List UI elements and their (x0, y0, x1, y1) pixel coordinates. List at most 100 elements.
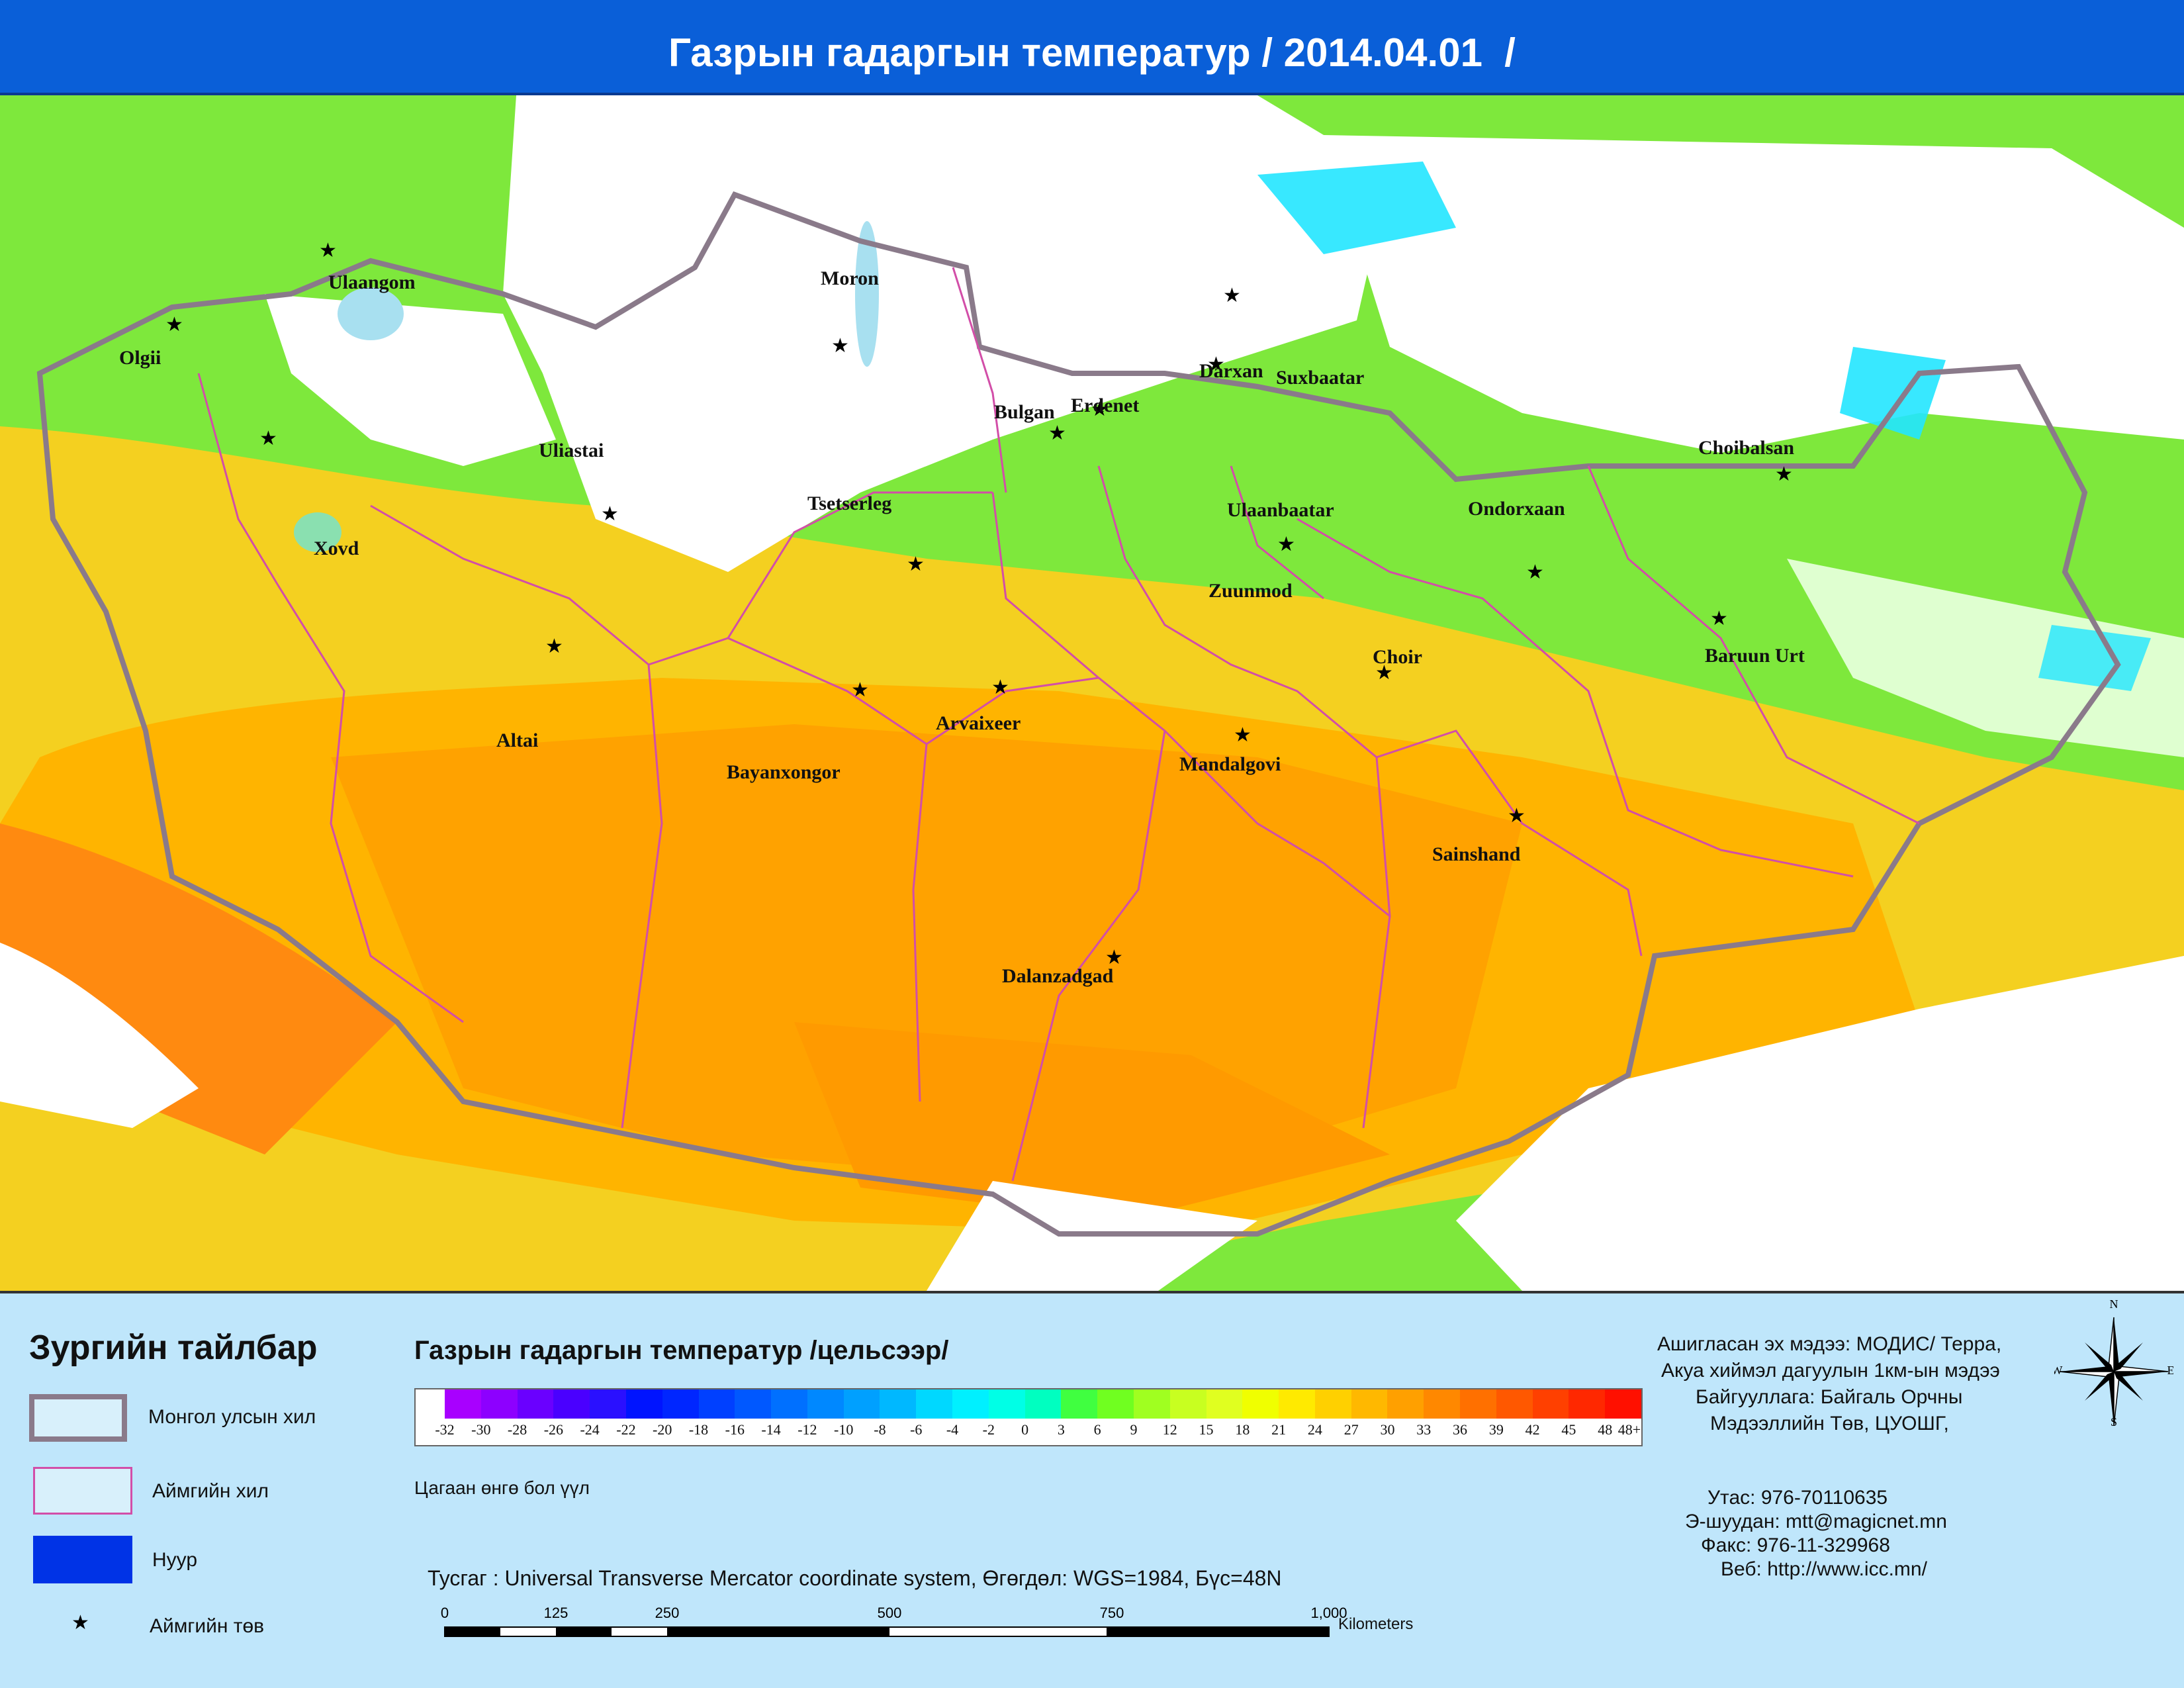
aimag-center-star-icon: ★ (1375, 662, 1393, 684)
colorbar-swatch (1169, 1389, 1207, 1419)
city-label: Sainshand (1432, 843, 1521, 865)
aimag-center-star-icon: ★ (319, 240, 337, 261)
colorbar-title: Газрын гадаргын температур /цельсээр/ (414, 1336, 949, 1365)
colorbar-swatch (1532, 1389, 1569, 1419)
city-label: Bayanxongor (727, 761, 841, 783)
colorbar-white-swatch (416, 1389, 445, 1419)
star-icon: ★ (71, 1612, 89, 1634)
colorbar-swatch (590, 1389, 627, 1419)
scale-label: 1,000 (1310, 1605, 1347, 1621)
map-raster (0, 95, 2184, 1291)
aimag-center-star-icon: ★ (259, 428, 277, 449)
source-line-2: Акуа хиймэл дагуулын 1км-ын мэдээ (1661, 1360, 2000, 1382)
aimag-center-star-icon: ★ (1526, 561, 1544, 583)
colorbar: -32 -30 -28 -26 -24 -22 -20 -18 -16 -14 -12 -10 -8 -6… (414, 1388, 1643, 1446)
colorbar-tick-label: 6 (1093, 1421, 1101, 1438)
header-bar: Газрын гадаргын температур / 2014.04.01 … (0, 0, 2184, 95)
colorbar-swatch (1496, 1389, 1533, 1419)
colorbar-tick-label: 9 (1130, 1421, 1138, 1438)
colorbar-tick-label: 30 (1380, 1421, 1395, 1438)
city-label: Zuunmod (1208, 580, 1293, 602)
colorbar-swatch (1351, 1389, 1388, 1419)
colorbar-swatch (952, 1389, 989, 1419)
city-label: Darxan (1199, 360, 1263, 382)
colorbar-swatch (698, 1389, 735, 1419)
colorbar-tick-label: 12 (1162, 1421, 1177, 1438)
colorbar-swatch (1569, 1389, 1606, 1419)
colorbar-tick-label: -32 (435, 1421, 455, 1438)
city-label: Ondorxaan (1468, 498, 1565, 520)
aimag-center-star-icon: ★ (851, 679, 869, 701)
page-title: Газрын гадаргын температур / 2014.04.01 … (668, 30, 1516, 75)
colorbar-tick-label: -2 (982, 1421, 995, 1438)
legend-label-country-border: Монгол улсын хил (148, 1406, 316, 1428)
colorbar-tick-label: 3 (1057, 1421, 1065, 1438)
lake-symbol (33, 1536, 132, 1583)
aimag-center-star-icon: ★ (831, 335, 849, 357)
projection-note: Тусгаг : Universal Transverse Mercator c… (428, 1566, 1282, 1590)
city-label: Uliastai (539, 440, 604, 461)
city-label: Bulgan (994, 401, 1055, 423)
legend-panel: Зургийн тайлбар Монгол улсын хил Аймгийн… (0, 1293, 2184, 1688)
aimag-center-star-icon: ★ (991, 677, 1009, 698)
colorbar-swatch (517, 1389, 554, 1419)
colorbar-tick-label: -20 (653, 1421, 672, 1438)
scale-unit: Kilometers (1338, 1615, 1414, 1633)
country-border-symbol (29, 1394, 127, 1442)
aimag-center-star-icon: ★ (1775, 463, 1793, 485)
city-label: Choibalsan (1698, 437, 1795, 459)
colorbar-tick-label: -30 (471, 1421, 491, 1438)
phone-info: Утас: 976-70110635 (1707, 1487, 1888, 1509)
colorbar-tick-label: 24 (1307, 1421, 1322, 1438)
colorbar-swatch (1605, 1389, 1642, 1419)
colorbar-swatch (1460, 1389, 1497, 1419)
colorbar-swatch (625, 1389, 663, 1419)
colorbar-tick-label: 39 (1488, 1421, 1504, 1438)
scale-bar: 0 125 250 500 750 1,000 (441, 1605, 1347, 1637)
colorbar-swatch (445, 1389, 482, 1419)
colorbar-swatch (843, 1389, 880, 1419)
city-label: Baruun Urt (1705, 645, 1805, 667)
aimag-center-star-icon: ★ (1207, 353, 1225, 375)
scale-label: 0 (441, 1605, 449, 1621)
colorbar-tick-label: -4 (946, 1421, 959, 1438)
colorbar-swatch (1206, 1389, 1243, 1419)
colorbar-swatch (771, 1389, 808, 1419)
colorbar-tick-label: -16 (725, 1421, 745, 1438)
city-label: Ulaangom (328, 271, 416, 293)
colorbar-tick-label: 18 (1235, 1421, 1250, 1438)
legend-label-lake: Нуур (152, 1549, 198, 1571)
colorbar-swatch (480, 1389, 518, 1419)
aimag-center-star-icon: ★ (1091, 399, 1109, 420)
colorbar-tick-label: 48 (1598, 1421, 1613, 1438)
fax-info: Факс: 976-11-329968 (1701, 1534, 1890, 1556)
aimag-center-star-icon: ★ (1277, 534, 1295, 555)
colorbar-swatch (1061, 1389, 1098, 1419)
colorbar-tick-label: -18 (688, 1421, 709, 1438)
colorbar-swatch (735, 1389, 772, 1419)
colorbar-swatch (807, 1389, 844, 1419)
aimag-center-star-icon: ★ (1105, 947, 1123, 968)
colorbar-swatch (662, 1389, 699, 1419)
colorbar-swatch (1133, 1389, 1171, 1419)
cloud-note: Цагаан өнгө бол үүл (414, 1477, 590, 1498)
org-line-2: Мэдээллийн Төв, ЦУОШГ, (1710, 1413, 1949, 1434)
colorbar-tick-label: 0 (1021, 1421, 1029, 1438)
aimag-center-star-icon: ★ (1234, 724, 1251, 746)
city-label: Erdenet (1071, 395, 1140, 416)
colorbar-tick-label: 48+ (1617, 1421, 1641, 1438)
colorbar-tick-label: -10 (833, 1421, 854, 1438)
city-label: Arvaixeer (936, 712, 1021, 734)
compass-w: W (2054, 1364, 2063, 1377)
colorbar-tick-label: 15 (1199, 1421, 1214, 1438)
colorbar-tick-label: 33 (1416, 1421, 1432, 1438)
scale-label: 500 (878, 1605, 902, 1621)
compass-n: N (2110, 1297, 2118, 1311)
colorbar-tick-label: -12 (797, 1421, 817, 1438)
web-info: Веб: http://www.icc.mn/ (1721, 1558, 1927, 1580)
city-label: Mandalgovi (1179, 753, 1281, 775)
colorbar-swatch (1097, 1389, 1134, 1419)
colorbar-tick-label: -22 (616, 1421, 636, 1438)
aimag-center-star-icon: ★ (1277, 534, 1295, 555)
colorbar-tick-label: 45 (1561, 1421, 1576, 1438)
